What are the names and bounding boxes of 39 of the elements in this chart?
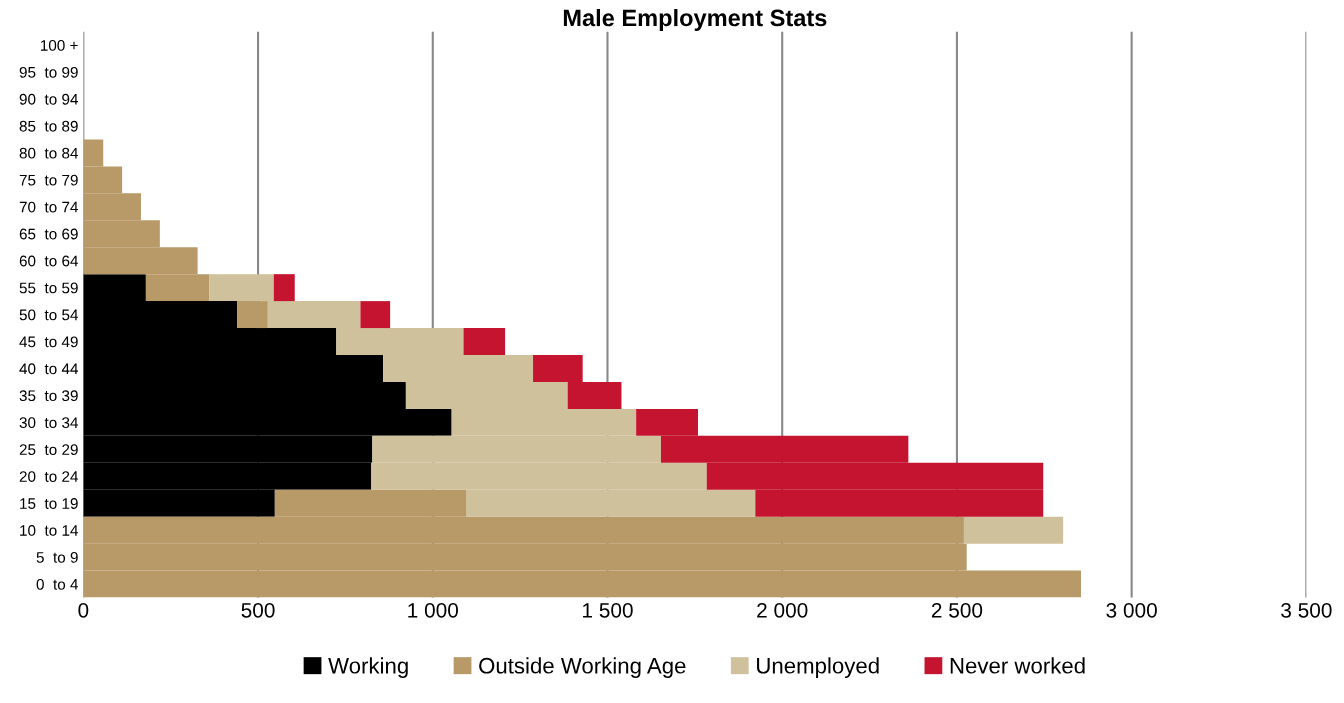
bar <box>237 301 268 329</box>
y-tick-label: 45 to 49 <box>19 336 78 348</box>
bar <box>963 516 1064 544</box>
chart-title: Male Employment Stats <box>563 8 827 31</box>
x-tick-label: 1 500 <box>583 602 633 618</box>
y-tick-label: 60 to 64 <box>19 255 79 267</box>
y-tick-label: 55 to 59 <box>19 282 78 294</box>
legend-label: Working <box>328 657 408 678</box>
legend-label: Outside Working Age <box>479 657 686 678</box>
y-tick-label: 75 to 79 <box>19 174 78 186</box>
y-tick-label: 70 to 74 <box>19 201 79 213</box>
y-tick-label: 0 to 4 <box>36 578 79 590</box>
x-tick-label: 0 <box>78 602 89 618</box>
y-tick-label: 20 to 24 <box>19 471 79 482</box>
bar <box>273 274 295 302</box>
legend-label: Never worked <box>950 657 1085 674</box>
y-tick-label: 65 to 69 <box>19 228 78 240</box>
y-tick-label: 85 to 89 <box>19 120 78 132</box>
y-tick-label: 40 to 44 <box>19 363 79 375</box>
y-tick-label: 100 + <box>40 39 78 51</box>
y-tick-label: 95 to 99 <box>19 66 78 78</box>
x-tick-label: 3 500 <box>1281 602 1332 618</box>
x-tick-label: 3 000 <box>1106 602 1157 618</box>
x-tick-label: 2 500 <box>931 602 983 618</box>
bar <box>360 301 391 329</box>
y-tick-label: 90 to 94 <box>19 93 79 105</box>
x-tick-label: 500 <box>241 602 275 618</box>
y-tick-label: 15 to 19 <box>20 498 78 509</box>
y-tick-label: 10 to 14 <box>20 525 79 536</box>
bar <box>463 328 506 356</box>
y-tick-label: 80 to 84 <box>19 147 79 159</box>
legend-label: Unemployed <box>757 657 879 678</box>
y-tick-label: 35 to 39 <box>19 390 78 402</box>
y-tick-label: 30 to 34 <box>19 417 79 429</box>
x-tick-label: 2 000 <box>757 602 808 618</box>
y-tick-label: 25 to 29 <box>19 444 78 456</box>
y-tick-label: 5 to 9 <box>36 552 78 563</box>
y-tick-label: 50 to 54 <box>19 309 79 321</box>
x-tick-label: 1 000 <box>408 602 459 618</box>
